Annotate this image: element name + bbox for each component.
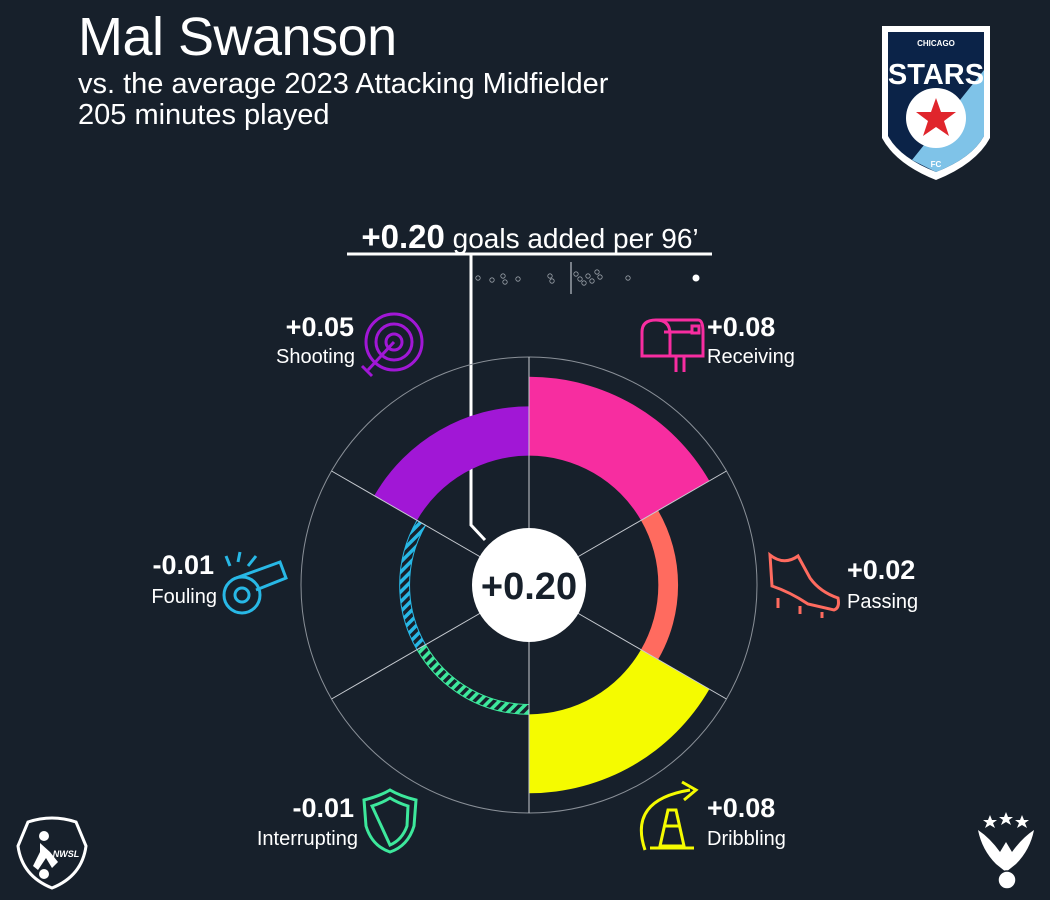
- interrupting-value: -0.01: [292, 793, 354, 823]
- dribbling-bar: [529, 649, 710, 794]
- crest-top-text: CHICAGO: [917, 39, 955, 48]
- distribution-dot: [502, 279, 508, 285]
- distribution-strip: [475, 262, 700, 294]
- distribution-dot: [549, 278, 555, 284]
- dribbling-label: Dribbling: [707, 828, 786, 850]
- distribution-dot: [515, 276, 521, 282]
- total-circle: [472, 528, 586, 642]
- passing-label: Passing: [847, 591, 919, 613]
- spoke-gridline: [331, 612, 482, 700]
- player-name: Mal Swanson: [78, 7, 397, 67]
- cone-icon: [639, 780, 699, 851]
- receiving-bar: [529, 376, 710, 521]
- distribution-dot: [500, 273, 506, 279]
- cleat-icon: [768, 551, 840, 618]
- shield-icon: [362, 788, 418, 854]
- headline-value: +0.20: [361, 218, 445, 255]
- dribbling-value: +0.08: [707, 793, 776, 823]
- distribution-dot: [581, 280, 587, 286]
- shooting-value: +0.05: [285, 312, 354, 342]
- eagle-logo: [978, 812, 1034, 890]
- receiving-value: +0.08: [707, 312, 776, 342]
- player-dot: [692, 274, 700, 282]
- passing-bar: [641, 510, 679, 660]
- distribution-dot: [594, 269, 600, 275]
- crest-name-text: STARS: [888, 59, 984, 91]
- spoke-gridline: [331, 470, 482, 558]
- distribution-dot: [573, 271, 579, 277]
- fouling-value: -0.01: [152, 550, 214, 580]
- interrupting-label: Interrupting: [256, 828, 358, 850]
- mailbox-icon: [640, 318, 705, 372]
- total-value: +0.20: [481, 566, 577, 608]
- distribution-dot: [585, 273, 591, 279]
- distribution-dot: [475, 275, 481, 281]
- leader-line: [469, 254, 487, 542]
- league-logo-text: NWSL: [53, 849, 80, 859]
- spoke-gridline: [576, 612, 727, 700]
- crest-bottom-text: FC: [931, 160, 942, 169]
- whistle-icon: [222, 551, 288, 615]
- fouling-label: Fouling: [151, 586, 217, 608]
- headline: +0.20 goals added per 96’: [0, 218, 1050, 256]
- spoke-gridline: [576, 470, 727, 558]
- fouling-bar: [399, 519, 427, 651]
- distribution-dot: [589, 278, 595, 284]
- chicago-stars-logo: CHICAGO STARS FC: [882, 26, 990, 180]
- distribution-dot: [625, 275, 631, 281]
- minutes-played: 205 minutes played: [78, 99, 330, 131]
- distribution-dot: [597, 274, 603, 280]
- target-icon: [360, 312, 424, 378]
- nwsl-logo: NWSL: [16, 816, 88, 890]
- shooting-bar: [374, 406, 529, 521]
- comparison-subtitle: vs. the average 2023 Attacking Midfielde…: [78, 68, 609, 100]
- interrupting-bar: [416, 644, 530, 715]
- distribution-dot: [577, 276, 583, 282]
- passing-value: +0.02: [847, 555, 916, 585]
- headline-text: goals added per 96’: [452, 223, 699, 254]
- distribution-dot: [547, 273, 553, 279]
- distribution-dot: [489, 277, 495, 283]
- receiving-label: Receiving: [707, 346, 795, 368]
- shooting-label: Shooting: [276, 346, 355, 368]
